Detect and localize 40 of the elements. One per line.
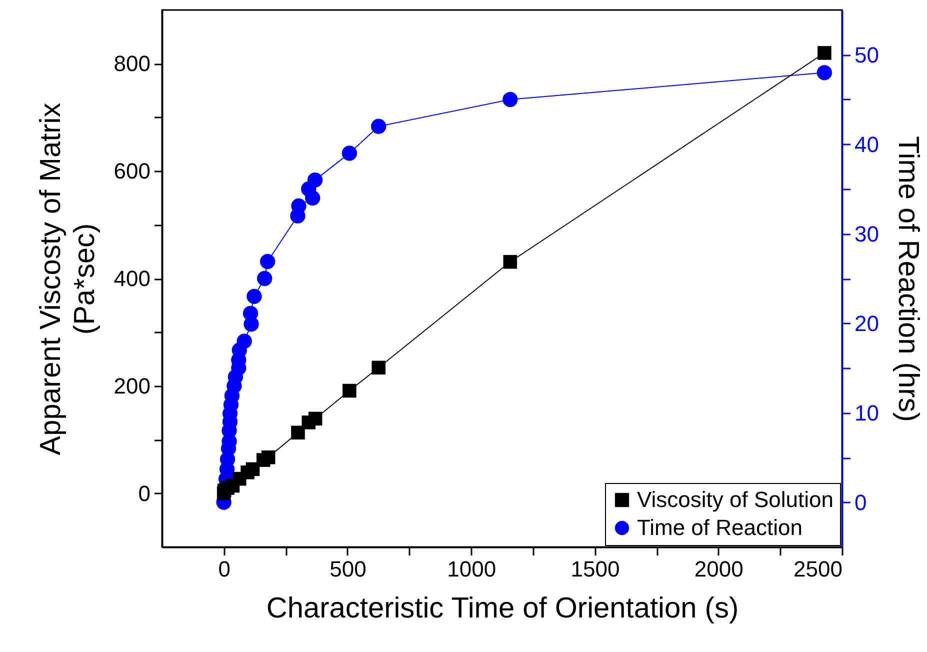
point <box>261 450 276 464</box>
point <box>260 254 276 270</box>
y-tick-label: 600 <box>114 158 150 184</box>
y2-tick-label: 50 <box>854 42 879 68</box>
point <box>342 384 356 398</box>
x-tick-label: 1000 <box>447 556 496 582</box>
y-tick-label: 200 <box>114 373 150 398</box>
point <box>257 270 272 286</box>
y2-tick-label: 40 <box>854 132 879 157</box>
y-tick-label: 400 <box>114 266 150 291</box>
point <box>371 118 386 134</box>
point <box>246 462 260 476</box>
point <box>307 172 323 188</box>
x-tick-label: 500 <box>330 556 366 582</box>
point <box>372 360 386 375</box>
legend-label: Viscosity of Solution <box>637 487 834 512</box>
y2-tick-label: 0 <box>854 490 867 515</box>
y2-axis-title: Time of Reaction (hrs) <box>892 136 924 422</box>
y-tick-label: 0 <box>138 480 150 506</box>
y-tick-label: 800 <box>114 51 150 76</box>
y2-tick-label: 20 <box>854 310 879 336</box>
x-tick-label: 0 <box>218 556 230 582</box>
x-tick-label: 2000 <box>694 556 744 582</box>
x-axis-title: Characteristic Time of Orientation (s) <box>266 592 739 624</box>
x-tick-label: 1500 <box>570 556 620 582</box>
point <box>342 146 358 161</box>
point <box>818 46 832 60</box>
legend-label: Time of Reaction <box>637 515 802 540</box>
point <box>503 254 518 269</box>
y-axis-title: Apparent Viscosty of Matrix (Pa*sec) <box>34 102 101 456</box>
point <box>236 334 252 349</box>
point <box>502 92 518 108</box>
point <box>291 426 305 440</box>
point <box>242 306 258 321</box>
point <box>308 412 322 426</box>
point <box>816 65 832 80</box>
y2-tick-label: 10 <box>854 400 879 426</box>
y2-tick-label: 30 <box>854 221 879 246</box>
point <box>246 288 262 304</box>
x-tick-label: 2500 <box>794 556 842 582</box>
